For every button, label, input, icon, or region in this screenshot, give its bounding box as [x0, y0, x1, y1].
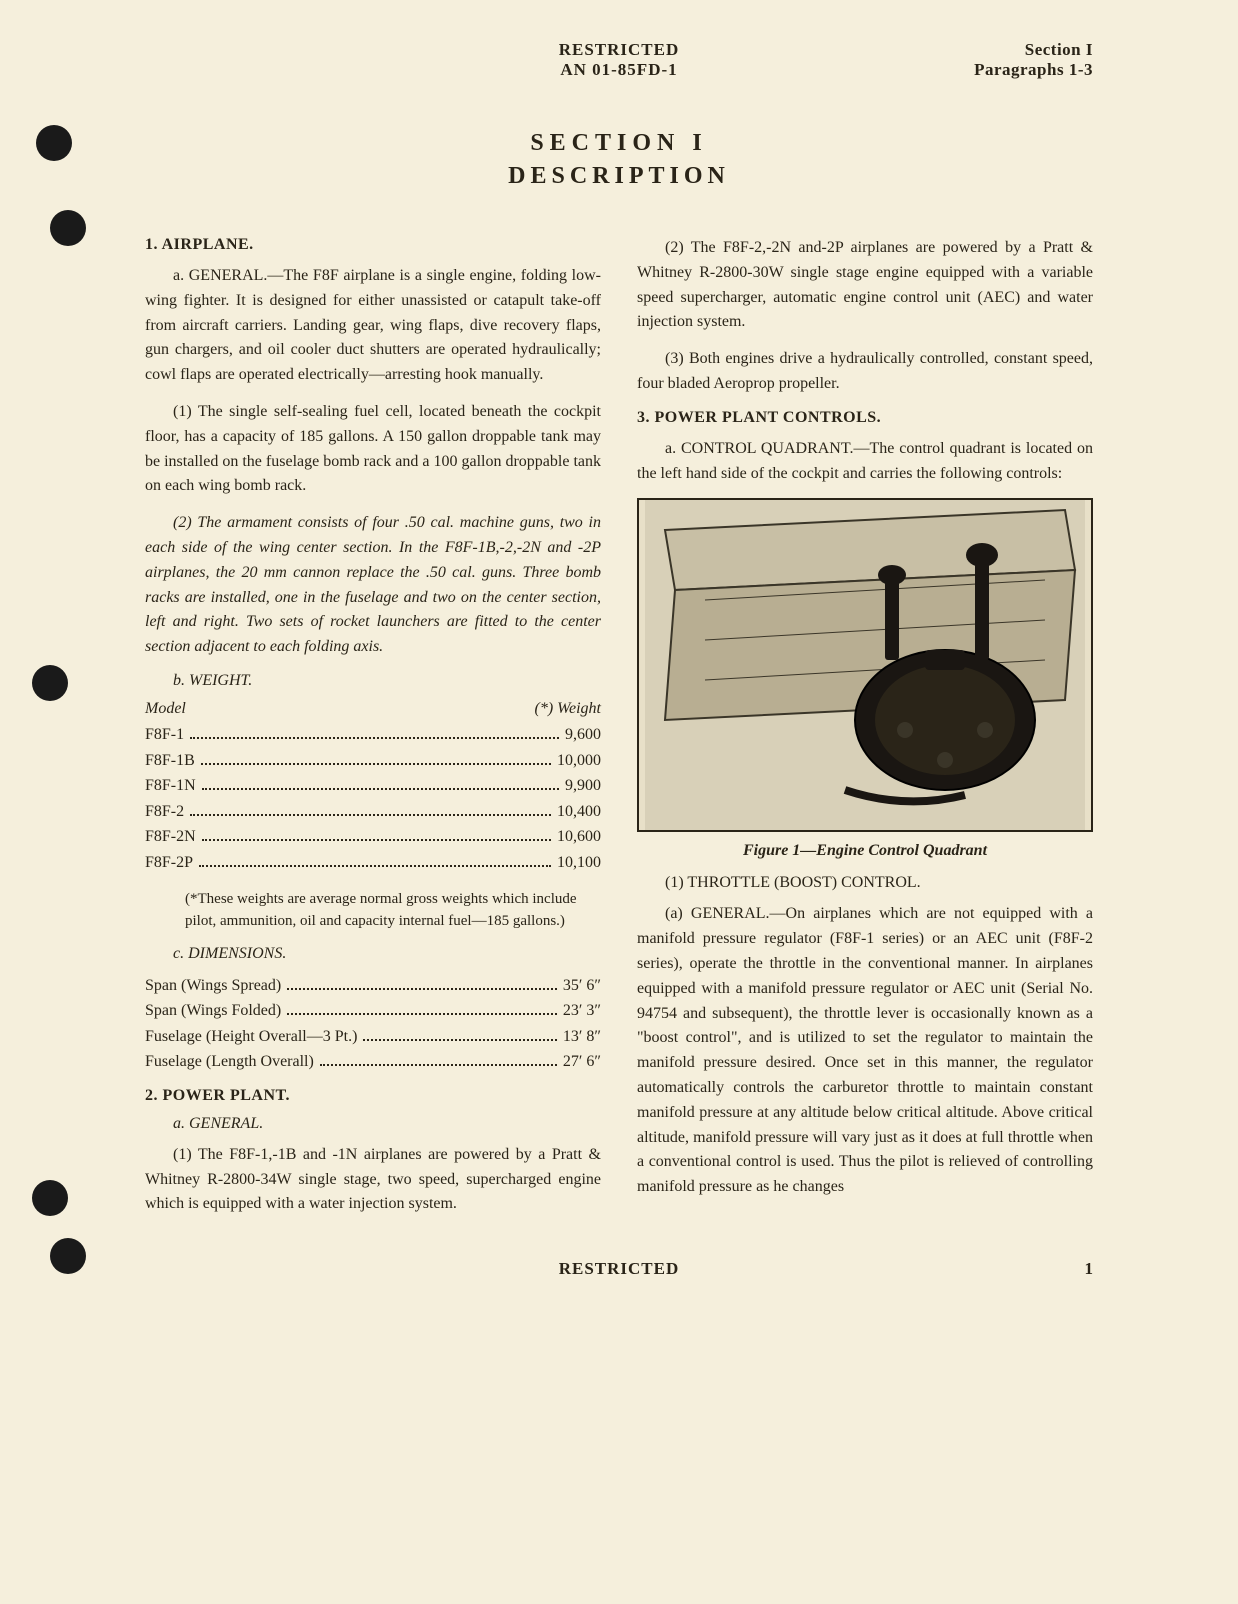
dim-value: 23′ 3″	[563, 998, 601, 1024]
table-row: F8F-2P 10,100	[145, 850, 601, 876]
heading-throttle: (1) THROTTLE (BOOST) CONTROL.	[637, 874, 1093, 892]
table-row: Fuselage (Length Overall) 27′ 6″	[145, 1049, 601, 1075]
heading-powerplant-controls: 3. POWER PLANT CONTROLS.	[637, 409, 1093, 427]
col-model: Model	[145, 700, 186, 718]
weight-value: 10,400	[557, 799, 601, 825]
heading-airplane: 1. AIRPLANE.	[145, 236, 601, 254]
table-row: F8F-1N 9,900	[145, 773, 601, 799]
para-engine-1: (1) The F8F-1,-1B and -1N airplanes are …	[145, 1143, 601, 1217]
document-page: RESTRICTED AN 01-85FD-1 Section I Paragr…	[0, 0, 1238, 1319]
weight-model: F8F-1B	[145, 748, 195, 774]
section-subtitle: DESCRIPTION	[145, 163, 1093, 190]
weight-table-header: Model (*) Weight	[145, 700, 601, 718]
table-row: Fuselage (Height Overall—3 Pt.) 13′ 8″	[145, 1024, 601, 1050]
weight-value: 9,600	[565, 722, 601, 748]
weight-note: (*These weights are average normal gross…	[185, 888, 581, 933]
heading-weight: b. WEIGHT.	[145, 672, 601, 690]
para-control-quadrant: a. CONTROL QUADRANT.—The control quadran…	[637, 437, 1093, 487]
col-weight: (*) Weight	[534, 700, 601, 718]
page-header: RESTRICTED AN 01-85FD-1 Section I Paragr…	[145, 40, 1093, 80]
dim-label: Fuselage (Length Overall)	[145, 1049, 314, 1075]
dots	[202, 788, 559, 790]
dots	[190, 814, 551, 816]
para-throttle-general: (a) GENERAL.—On airplanes which are not …	[637, 902, 1093, 1200]
dim-value: 13′ 8″	[563, 1024, 601, 1050]
para-general: a. GENERAL.—The F8F airplane is a single…	[145, 264, 601, 388]
weight-model: F8F-1	[145, 722, 184, 748]
dots	[363, 1039, 556, 1041]
page-number: 1	[1063, 1259, 1093, 1279]
figure-caption: Figure 1—Engine Control Quadrant	[637, 842, 1093, 860]
dim-label: Fuselage (Height Overall—3 Pt.)	[145, 1024, 357, 1050]
dim-value: 35′ 6″	[563, 973, 601, 999]
dots	[320, 1064, 557, 1066]
weight-model: F8F-2	[145, 799, 184, 825]
weight-model: F8F-2N	[145, 824, 196, 850]
table-row: Span (Wings Folded) 23′ 3″	[145, 998, 601, 1024]
dots	[201, 763, 551, 765]
heading-dimensions: c. DIMENSIONS.	[145, 945, 601, 963]
weight-value: 10,100	[557, 850, 601, 876]
weight-model: F8F-1N	[145, 773, 196, 799]
para-armament: (2) The armament consists of four .50 ca…	[145, 511, 601, 660]
dimensions-table: Span (Wings Spread) 35′ 6″ Span (Wings F…	[145, 973, 601, 1075]
dim-label: Span (Wings Folded)	[145, 998, 281, 1024]
dots	[287, 1013, 557, 1015]
right-column: (2) The F8F-2,-2N and-2P airplanes are p…	[637, 236, 1093, 1229]
dim-value: 27′ 6″	[563, 1049, 601, 1075]
para-fuel: (1) The single self-sealing fuel cell, l…	[145, 400, 601, 499]
left-column: 1. AIRPLANE. a. GENERAL.—The F8F airplan…	[145, 236, 601, 1229]
para-propeller: (3) Both engines drive a hydraulically c…	[637, 347, 1093, 397]
header-restricted: RESTRICTED	[325, 40, 913, 60]
heading-powerplant: 2. POWER PLANT.	[145, 1087, 601, 1105]
dim-label: Span (Wings Spread)	[145, 973, 281, 999]
dots	[287, 988, 557, 990]
header-doc-number: AN 01-85FD-1	[325, 60, 913, 80]
weight-table: Model (*) Weight F8F-1 9,600 F8F-1B 10,0…	[145, 700, 601, 876]
figure-engine-control-quadrant	[637, 498, 1093, 832]
table-row: F8F-1B 10,000	[145, 748, 601, 774]
header-right: Section I Paragraphs 1-3	[913, 40, 1093, 80]
heading-general: a. GENERAL.	[145, 1115, 601, 1133]
dots	[202, 839, 551, 841]
quadrant-illustration	[639, 500, 1091, 830]
content-columns: 1. AIRPLANE. a. GENERAL.—The F8F airplan…	[145, 236, 1093, 1229]
section-title: SECTION I	[145, 130, 1093, 157]
weight-value: 10,000	[557, 748, 601, 774]
table-row: Span (Wings Spread) 35′ 6″	[145, 973, 601, 999]
table-row: F8F-1 9,600	[145, 722, 601, 748]
weight-value: 10,600	[557, 824, 601, 850]
table-row: F8F-2 10,400	[145, 799, 601, 825]
weight-value: 9,900	[565, 773, 601, 799]
para-engine-2: (2) The F8F-2,-2N and-2P airplanes are p…	[637, 236, 1093, 335]
table-row: F8F-2N 10,600	[145, 824, 601, 850]
footer-restricted: RESTRICTED	[175, 1259, 1063, 1279]
header-paragraphs: Paragraphs 1-3	[913, 60, 1093, 80]
weight-model: F8F-2P	[145, 850, 193, 876]
dots	[190, 737, 559, 739]
header-center: RESTRICTED AN 01-85FD-1	[325, 40, 913, 80]
header-section: Section I	[913, 40, 1093, 60]
dots	[199, 865, 551, 867]
page-footer: RESTRICTED 1	[145, 1259, 1093, 1279]
